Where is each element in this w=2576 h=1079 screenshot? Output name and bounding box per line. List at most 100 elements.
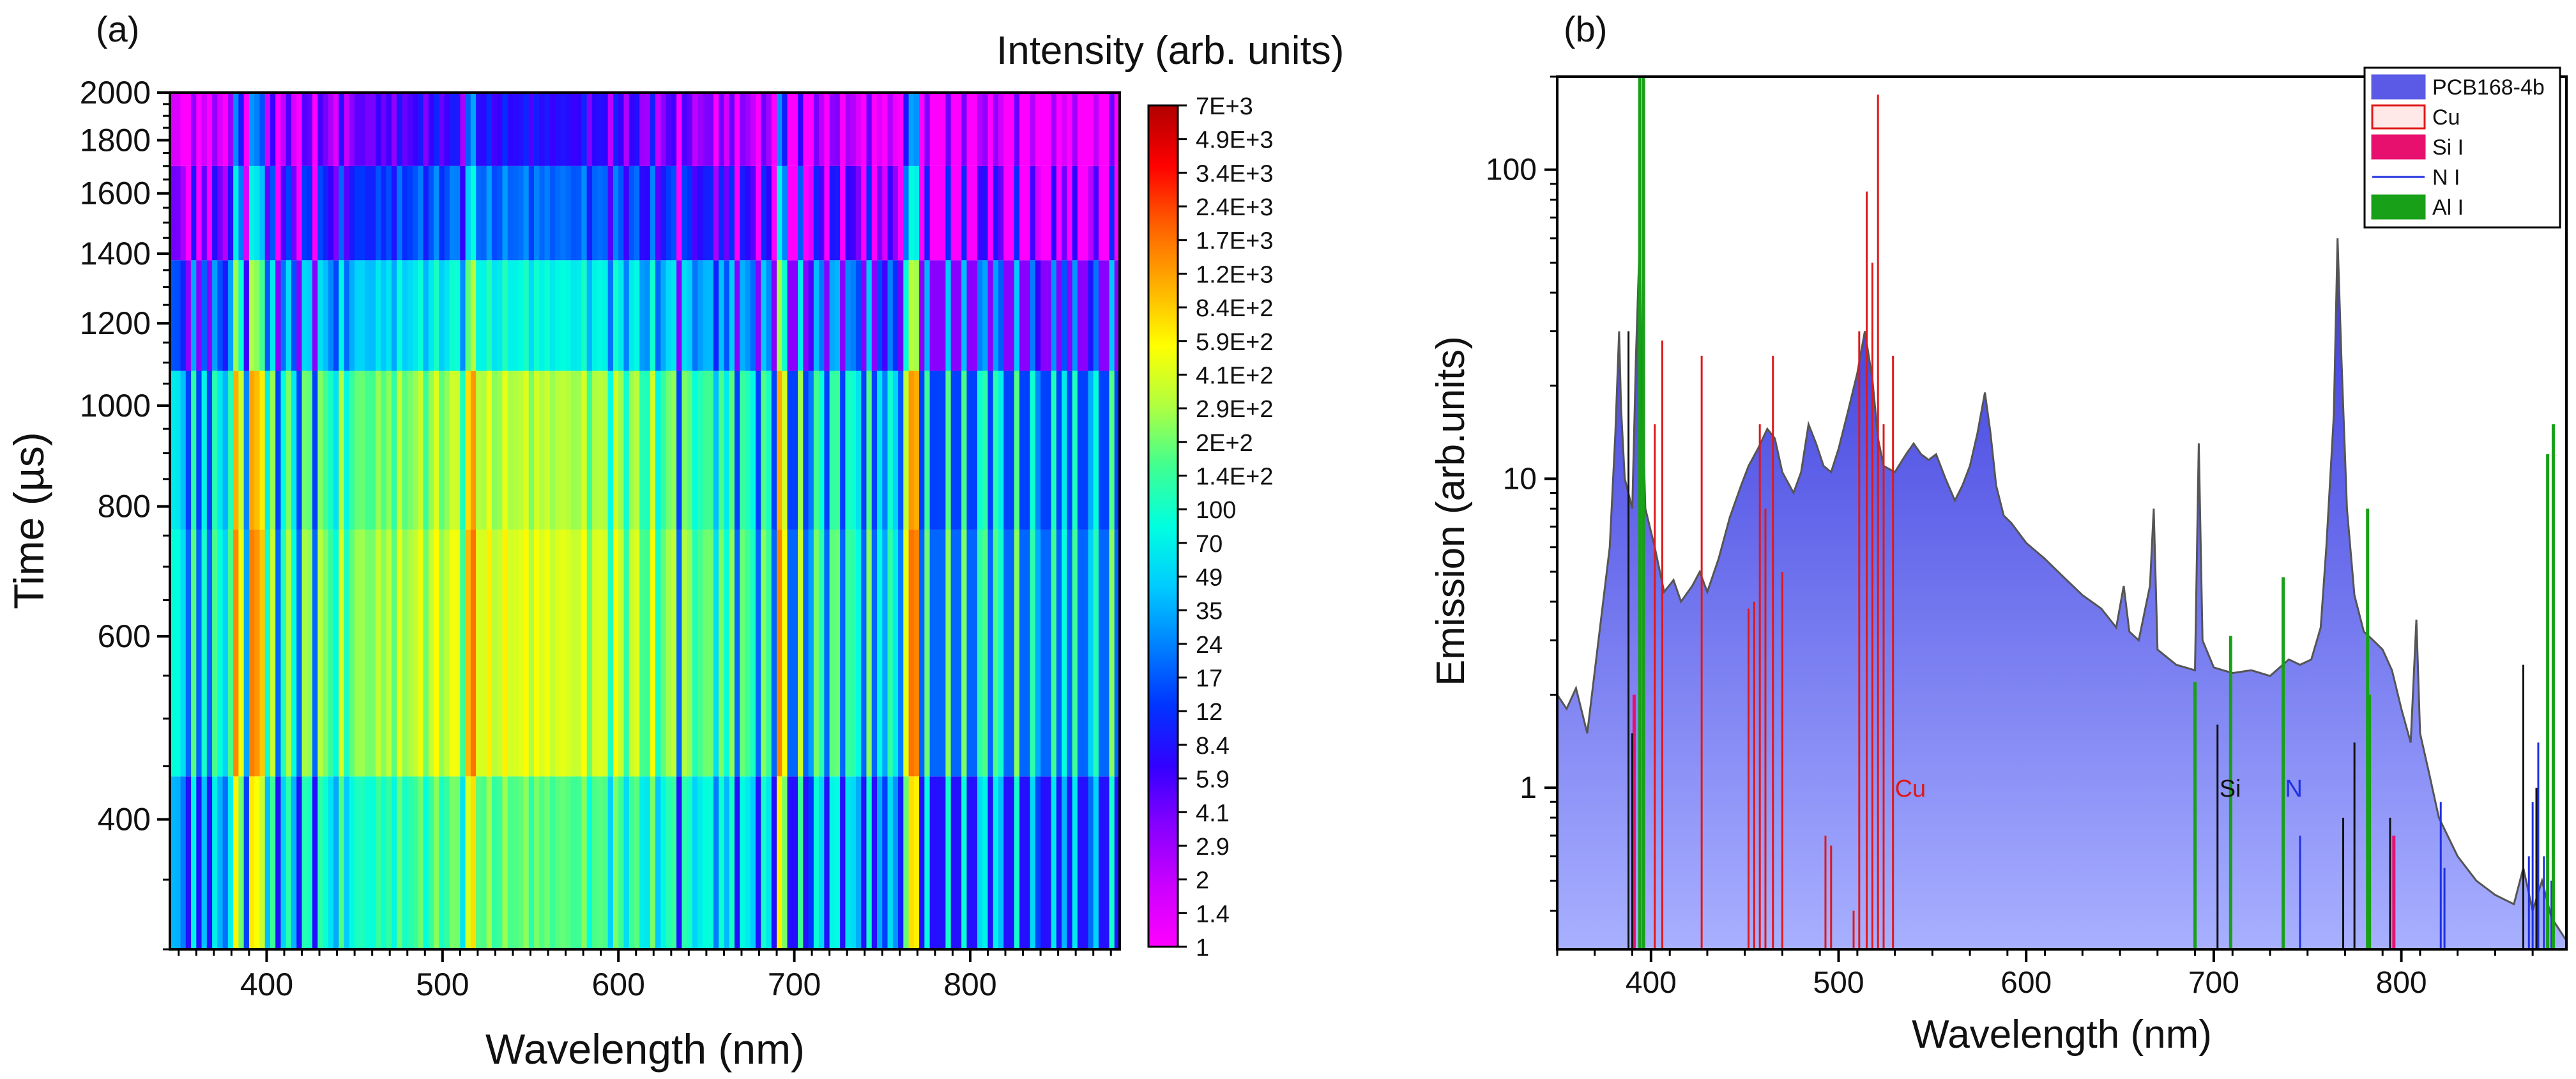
- heatmap-cell: [787, 165, 793, 261]
- heatmap-cell: [629, 93, 635, 166]
- heatmap-cell: [834, 371, 841, 530]
- x-tick-label: 700: [2188, 966, 2239, 1000]
- heatmap-cell: [650, 165, 656, 261]
- heatmap-cell: [502, 260, 508, 371]
- heatmap-cell: [724, 776, 730, 949]
- heatmap-cell: [565, 529, 572, 777]
- heatmap-cell: [934, 776, 941, 949]
- heatmap-cell: [444, 165, 450, 261]
- heatmap-cell: [761, 260, 767, 371]
- heatmap-cell: [745, 165, 751, 261]
- heatmap-cell: [1025, 260, 1031, 371]
- heatmap-cell: [402, 260, 408, 371]
- heatmap-cell: [423, 260, 429, 371]
- heatmap-cell: [892, 371, 899, 530]
- heatmap-cell: [507, 93, 514, 166]
- heatmap-cell: [591, 371, 598, 530]
- heatmap-cell: [623, 529, 630, 777]
- heatmap-cell: [639, 776, 646, 949]
- heatmap-cell: [349, 529, 355, 777]
- heatmap-cell: [719, 165, 725, 261]
- heatmap-cell: [333, 529, 339, 777]
- heatmap-cell: [629, 165, 635, 261]
- heatmap-cell: [982, 529, 989, 777]
- heatmap-cell: [217, 776, 224, 949]
- heatmap-cell: [644, 260, 651, 371]
- heatmap-cell: [787, 93, 793, 166]
- heatmap-cell: [1109, 776, 1115, 949]
- heatmap-cell: [1014, 776, 1020, 949]
- heatmap-cell: [1025, 776, 1031, 949]
- heatmap-cell: [813, 93, 819, 166]
- heatmap-cell: [386, 93, 392, 166]
- heatmap-cell: [729, 371, 735, 530]
- heatmap-cell: [386, 165, 392, 261]
- heatmap-cell: [950, 93, 957, 166]
- heatmap-cell: [576, 165, 582, 261]
- heatmap-cell: [808, 260, 814, 371]
- heatmap-cell: [834, 260, 841, 371]
- heatmap-cell: [465, 371, 471, 530]
- heatmap-cell: [222, 371, 229, 530]
- heatmap-cell: [1062, 165, 1067, 261]
- heatmap-cell: [697, 776, 703, 949]
- heatmap-cell: [581, 165, 588, 261]
- heatmap-cell: [328, 165, 334, 261]
- heatmap-cell: [555, 529, 561, 777]
- heatmap-cell: [697, 93, 703, 166]
- heatmap-cell: [185, 260, 192, 371]
- heatmap-cell: [528, 93, 535, 166]
- heatmap-cell: [803, 165, 809, 261]
- heatmap-cell: [666, 93, 672, 166]
- heatmap-cell: [987, 93, 994, 166]
- heatmap-cell: [956, 93, 962, 166]
- heatmap-cell: [934, 371, 941, 530]
- heatmap-cell: [360, 529, 366, 777]
- panel-a-label: (a): [96, 9, 139, 49]
- heatmap-cell: [887, 371, 894, 530]
- heatmap-cell: [655, 776, 661, 949]
- heatmap-cell: [1083, 371, 1089, 530]
- colorbar-tick-label: 8.4E+2: [1196, 295, 1274, 322]
- heatmap-cell: [301, 776, 308, 949]
- heatmap-cell: [829, 260, 835, 371]
- heatmap-cell: [919, 93, 925, 166]
- heatmap-cell: [254, 260, 261, 371]
- heatmap-cell: [792, 260, 798, 371]
- heatmap-cell: [639, 93, 646, 166]
- heatmap-cell: [1030, 165, 1036, 261]
- heatmap-cell: [987, 776, 994, 949]
- heatmap-cell: [724, 260, 730, 371]
- heatmap-cell: [676, 165, 682, 261]
- heatmap-cell: [703, 93, 709, 166]
- heatmap-cell: [750, 260, 756, 371]
- heatmap-cell: [639, 260, 646, 371]
- heatmap-cell: [761, 93, 767, 166]
- heatmap-cell: [1098, 776, 1104, 949]
- heatmap-cell: [481, 93, 487, 166]
- heatmap-cell: [792, 776, 798, 949]
- heatmap-cell: [470, 776, 476, 949]
- heatmap-cell: [987, 165, 994, 261]
- heatmap-cell: [613, 776, 619, 949]
- heatmap-cell: [212, 529, 218, 777]
- heatmap-cell: [676, 260, 682, 371]
- colorbar-tick-label: 100: [1196, 497, 1236, 524]
- heatmap-cell: [1067, 371, 1073, 530]
- heatmap-cell: [206, 776, 213, 949]
- heatmap-cell: [876, 776, 883, 949]
- heatmap-cell: [607, 776, 614, 949]
- heatmap-cell: [819, 165, 825, 261]
- heatmap-cell: [840, 260, 846, 371]
- heatmap-cell: [623, 776, 630, 949]
- heatmap-cell: [813, 165, 819, 261]
- heatmap-cell: [1067, 93, 1073, 166]
- heatmap-cell: [666, 776, 672, 949]
- heatmap-cell: [555, 776, 561, 949]
- annotation-label: Cu: [1895, 776, 1926, 802]
- heatmap-cell: [1035, 529, 1041, 777]
- heatmap-cell: [233, 93, 239, 166]
- heatmap-cell: [708, 260, 714, 371]
- heatmap-cell: [270, 776, 276, 949]
- heatmap-cell: [682, 93, 688, 166]
